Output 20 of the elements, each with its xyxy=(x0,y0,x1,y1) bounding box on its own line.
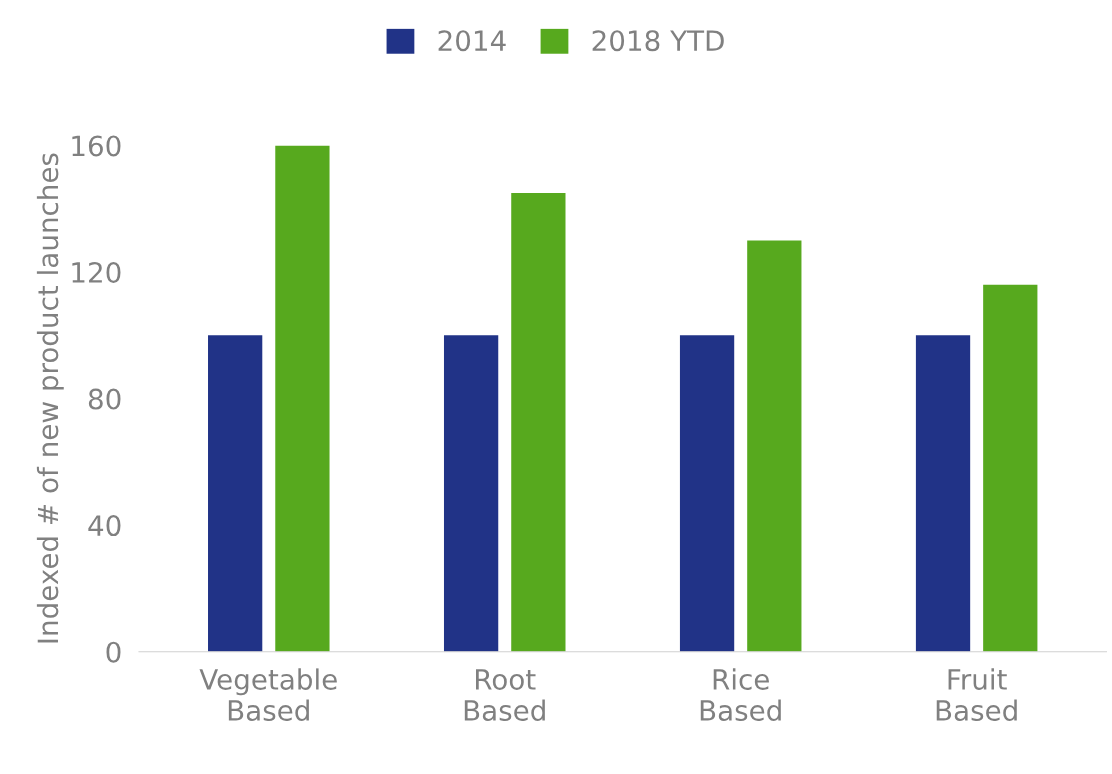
y-tick-label: 160 xyxy=(72,135,121,157)
x-tick-label: Vegetable Based xyxy=(199,668,337,721)
legend-label: 2014 xyxy=(438,30,506,52)
y-axis-title: Indexed # of new product launches xyxy=(36,153,64,643)
bar xyxy=(915,335,971,652)
bar xyxy=(275,145,330,652)
bar xyxy=(747,240,802,652)
x-tick-label: Root Based xyxy=(464,669,545,721)
y-tick-label: 80 xyxy=(88,388,121,410)
y-tick-label: 40 xyxy=(88,515,121,537)
bar xyxy=(679,335,735,652)
x-tick-label: Fruit Based xyxy=(936,668,1017,721)
bar xyxy=(511,192,566,652)
y-tick-label: 120 xyxy=(72,262,121,284)
bar xyxy=(208,335,263,652)
y-tick-label: 0 xyxy=(106,641,121,663)
x-tick-label: Rice Based xyxy=(700,668,781,721)
legend-label: 2018 YTD xyxy=(592,30,724,52)
bar xyxy=(443,335,499,652)
bar xyxy=(983,284,1038,652)
